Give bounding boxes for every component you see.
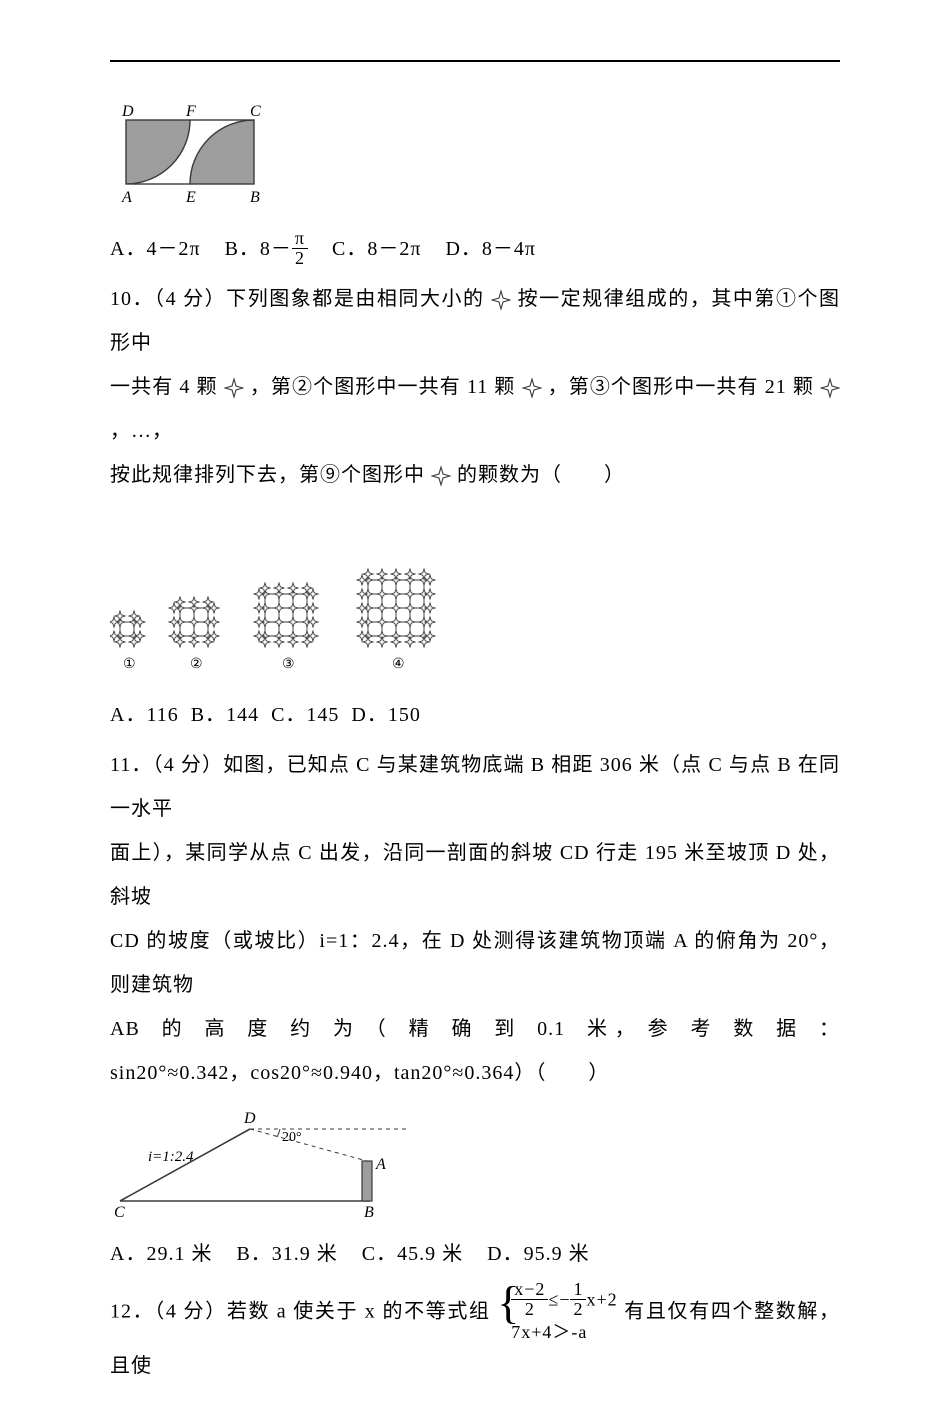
q11-line1: 11．（4 分）如图，已知点 C 与某建筑物底端 B 相距 306 米（点 C … bbox=[110, 743, 840, 831]
q11-optA: 29.1 米 bbox=[146, 1243, 212, 1265]
q10-optD: 150 bbox=[388, 704, 421, 726]
svg-text:C: C bbox=[114, 1204, 125, 1221]
q10-optA: 116 bbox=[146, 704, 178, 726]
inequality-system: { x−22≤−12x+2 7x+4＞-a bbox=[497, 1282, 617, 1344]
svg-text:③: ③ bbox=[282, 657, 295, 672]
q9-optC: 8－2π bbox=[367, 238, 421, 260]
q11-line4: AB 的 高 度 约 为 （ 精 确 到 0.1 米 ， 参 考 数 据 ： bbox=[110, 1007, 840, 1051]
svg-text:②: ② bbox=[190, 657, 203, 672]
svg-text:20°: 20° bbox=[282, 1130, 302, 1145]
lbl-D: D bbox=[121, 103, 134, 120]
star-icon bbox=[820, 378, 840, 398]
svg-text:④: ④ bbox=[392, 657, 405, 672]
svg-text:①: ① bbox=[123, 657, 136, 672]
q11-line3: CD 的坡度（或坡比）i=1：2.4，在 D 处测得该建筑物顶端 A 的俯角为 … bbox=[110, 919, 840, 1007]
svg-text:i=1:2.4: i=1:2.4 bbox=[148, 1149, 194, 1165]
q9-optB-prefix: 8－ bbox=[260, 238, 292, 260]
q10-optC: 145 bbox=[306, 704, 339, 726]
q9-figure: D F C A E B bbox=[110, 102, 840, 217]
svg-text:B: B bbox=[364, 1204, 374, 1221]
lbl-B: B bbox=[250, 189, 260, 206]
q10-optB: 144 bbox=[226, 704, 259, 726]
q10-stem: 10．（4 分）下列图象都是由相同大小的 按一定规律组成的，其中第①个图形中 bbox=[110, 277, 840, 365]
lbl-E: E bbox=[185, 189, 196, 206]
star-icon bbox=[224, 378, 244, 398]
q11-optB: 31.9 米 bbox=[272, 1243, 338, 1265]
q10-stem-line3: 按此规律排列下去，第⑨个图形中 的颗数为（ ） bbox=[110, 453, 840, 497]
q11-options: A．29.1 米 B．31.9 米 C．45.9 米 D．95.9 米 bbox=[110, 1232, 840, 1276]
q9-options: A．4－2π B．8－π2 C．8－2π D．8－4π bbox=[110, 227, 840, 271]
lbl-C: C bbox=[250, 103, 261, 120]
q11-figure: C B D A 20° i=1:2.4 bbox=[110, 1101, 840, 1226]
lbl-A: A bbox=[121, 189, 132, 206]
star-icon bbox=[431, 466, 451, 486]
q11-line5: sin20°≈0.342，cos20°≈0.940，tan20°≈0.364）（… bbox=[110, 1051, 840, 1095]
q9-optA: 4－2π bbox=[146, 238, 200, 260]
svg-text:A: A bbox=[375, 1156, 386, 1173]
q12-line: 12．（4 分）若数 a 使关于 x 的不等式组 { x−22≤−12x+2 7… bbox=[110, 1282, 840, 1388]
q10-options: A．116 B．144 C．145 D．150 bbox=[110, 693, 840, 737]
q11-optC: 45.9 米 bbox=[397, 1243, 463, 1265]
q11-optD: 95.9 米 bbox=[524, 1243, 590, 1265]
svg-text:D: D bbox=[243, 1110, 256, 1127]
star-icon bbox=[522, 378, 542, 398]
q10-figures: ① ② ③ ④ bbox=[110, 511, 840, 681]
q9-optD: 8－4π bbox=[482, 238, 536, 260]
lbl-F: F bbox=[185, 103, 196, 120]
q10-stem-line2: 一共有 4 颗 ，第②个图形中一共有 11 颗 ，第③个图形中一共有 21 颗 … bbox=[110, 365, 840, 453]
q11-line2: 面上），某同学从点 C 出发，沿同一剖面的斜坡 CD 行走 195 米至坡顶 D… bbox=[110, 831, 840, 919]
star-icon bbox=[491, 290, 511, 310]
